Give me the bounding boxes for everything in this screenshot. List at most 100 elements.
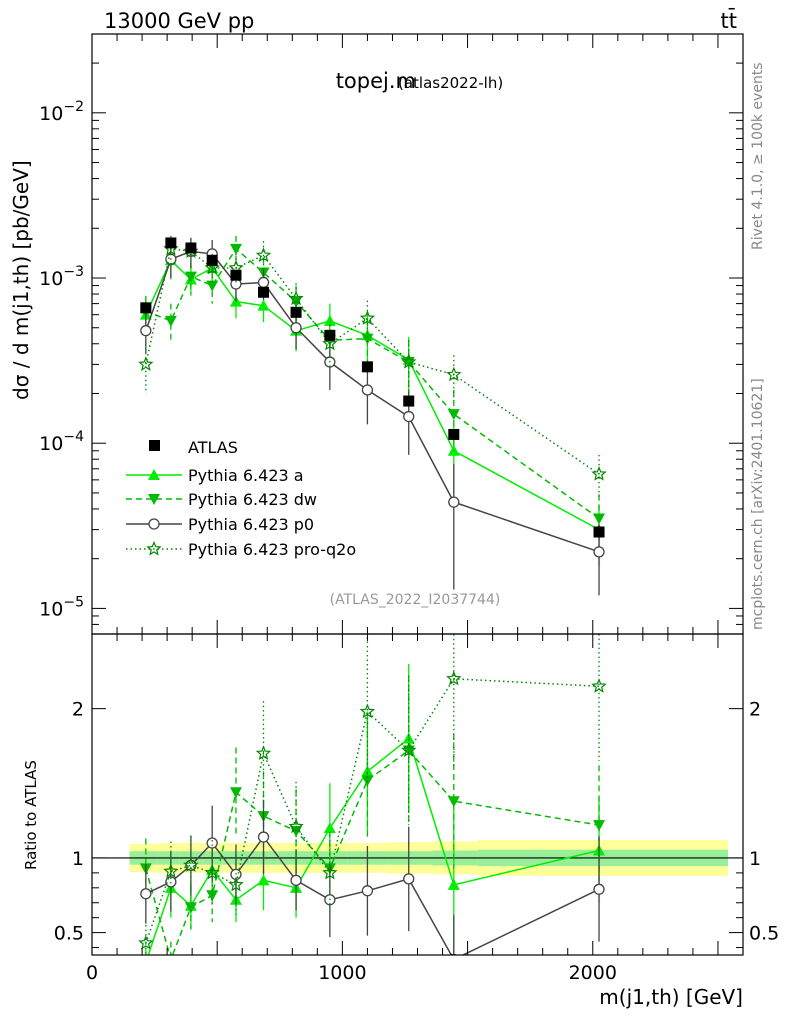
data-point — [403, 395, 415, 407]
ratio-series-pythia-6-423-p0 — [140, 799, 605, 955]
ratio-y-axis-label: Ratio to ATLAS — [22, 760, 40, 870]
x-tick-label: 0 — [86, 962, 98, 984]
ratio-data-point — [447, 878, 460, 890]
legend: ATLAS Pythia 6.423 a Pythia 6.423 dw Pyt… — [126, 438, 356, 559]
plot-subtitle: (atlas2022-lh) — [398, 74, 503, 92]
data-point — [288, 290, 304, 306]
ratio-data-point — [184, 902, 197, 914]
data-point — [401, 353, 417, 369]
ratio-y-tick-label-right: 1 — [749, 848, 761, 870]
ratio-data-point — [206, 837, 218, 849]
legend-label-pythia-pro-q2o: Pythia 6.423 pro-q2o — [188, 540, 356, 559]
process-label: tt̄ — [721, 8, 737, 33]
ratio-data-point — [323, 822, 336, 834]
ratio-y-tick-label: 2 — [72, 699, 84, 721]
data-point — [229, 243, 242, 255]
side-label-top: Rivet 4.1.0, ≥ 100k events — [750, 62, 766, 250]
ratio-data-point — [290, 874, 302, 886]
analysis-id: (ATLAS_2022_I2037744) — [330, 592, 501, 608]
ratio-data-point — [255, 745, 272, 760]
data-point — [138, 356, 154, 372]
data-point — [184, 271, 197, 283]
ratio-data-point — [229, 787, 242, 799]
data-point — [593, 526, 605, 538]
ratio-data-point — [257, 831, 270, 843]
y-tick-label: 10−3 — [39, 264, 84, 290]
legend-marker-pythia-a — [148, 469, 160, 480]
ratio-data-point — [322, 864, 338, 880]
data-point — [290, 306, 302, 318]
data-point — [361, 384, 374, 396]
data-point — [324, 329, 336, 341]
data-point — [206, 280, 219, 292]
legend-marker-pythia-p0 — [148, 518, 160, 530]
plot-title: topej.m — [336, 69, 416, 93]
legend-item-pythia-p0: Pythia 6.423 p0 — [126, 515, 314, 534]
legend-item-pythia-dw: Pythia 6.423 dw — [126, 490, 317, 509]
data-point — [447, 409, 460, 421]
ratio-series-pythia-6-423-dw — [139, 675, 606, 955]
data-point — [206, 254, 218, 266]
data-point — [591, 466, 607, 481]
legend-marker-pythia-pro-q2o — [146, 540, 162, 556]
ratio-data-point — [163, 863, 179, 878]
legend-marker-pythia-dw — [148, 494, 160, 505]
x-tick-label: 1000 — [318, 962, 366, 984]
ratio-y-tick-label: 0.5 — [54, 923, 84, 945]
data-point — [593, 513, 606, 525]
ratio-y-tick-label-right: 0.5 — [749, 923, 779, 945]
ratio-data-point — [257, 874, 270, 886]
ratio-data-point — [164, 954, 177, 955]
ratio-y-tick-label: 1 — [72, 848, 84, 870]
data-point — [361, 333, 374, 345]
ratio-series-pythia-6-423-pro-q2o — [138, 634, 607, 955]
data-point — [258, 286, 270, 298]
data-point — [164, 315, 177, 327]
data-point — [204, 259, 220, 275]
ratio-data-point — [288, 818, 304, 834]
data-point — [593, 546, 605, 558]
ratio-data-point — [140, 956, 152, 967]
main-y-axis-label: dσ / d m(j1,th) [pb/GeV] — [9, 160, 33, 400]
ratio-y-tick-label-right: 2 — [749, 699, 761, 721]
side-label-bottom: mcplots.cern.ch [arXiv:2401.10621] — [750, 378, 766, 630]
ratio-series-group — [138, 634, 607, 967]
data-point — [230, 269, 242, 281]
energy-label: 13000 GeV pp — [104, 9, 254, 33]
ratio-series-line — [145, 678, 600, 944]
y-tick-label: 10−4 — [39, 429, 84, 455]
ratio-data-point — [446, 670, 462, 686]
data-point — [322, 335, 338, 351]
data-point — [448, 428, 460, 440]
ratio-data-point — [361, 775, 374, 787]
data-point — [323, 314, 336, 326]
ratio-data-point — [140, 888, 152, 900]
data-point — [257, 299, 270, 311]
series-line — [145, 247, 600, 520]
data-point — [255, 247, 272, 262]
ratio-data-point — [593, 820, 606, 832]
data-point — [361, 361, 373, 373]
data-point — [257, 276, 270, 289]
data-point — [290, 322, 302, 334]
y-tick-label: 10−2 — [39, 99, 84, 125]
data-point — [359, 310, 376, 325]
ratio-data-point — [138, 935, 154, 950]
ratio-data-point — [206, 890, 219, 902]
legend-label-pythia-p0: Pythia 6.423 p0 — [188, 515, 314, 534]
legend-label-pythia-a: Pythia 6.423 a — [188, 466, 304, 485]
data-point — [140, 302, 152, 314]
y-tick-label: 10−5 — [39, 594, 84, 620]
legend-label-atlas: ATLAS — [188, 438, 238, 457]
main-series-group — [138, 235, 607, 596]
data-point — [446, 366, 462, 382]
data-point — [185, 242, 197, 254]
axes-layer: 10−5 10−4 10−3 10−2 0.5 0.5 1 1 2 2 0 1000 2000 — [39, 33, 779, 984]
data-point — [165, 237, 177, 249]
ratio-series-line — [145, 749, 600, 955]
data-point — [140, 325, 152, 337]
ratio-data-point — [403, 873, 415, 885]
legend-item-pythia-pro-q2o: Pythia 6.423 pro-q2o — [126, 540, 356, 559]
ratio-data-point — [593, 883, 605, 895]
